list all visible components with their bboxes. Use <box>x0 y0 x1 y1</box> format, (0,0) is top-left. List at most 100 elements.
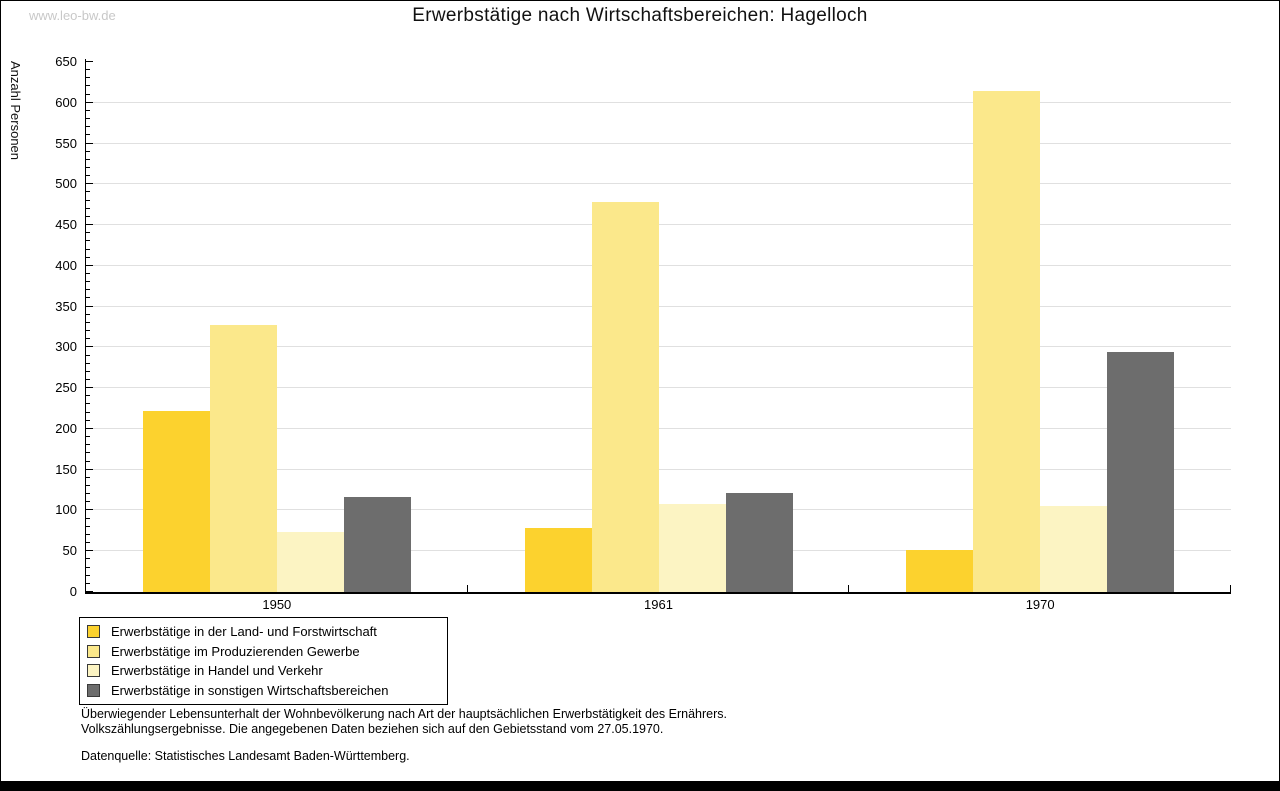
y-minor-tick-490 <box>86 191 90 193</box>
legend-swatch-3 <box>87 664 100 678</box>
y-minor-tick-390 <box>86 273 90 274</box>
y-minor-tick-640 <box>86 69 90 71</box>
bar-1961-series-4 <box>726 493 793 592</box>
legend-item-4: Erwerbstätige in sonstigen Wirtschaftsbe… <box>87 681 439 701</box>
y-minor-tick-180 <box>86 444 90 446</box>
legend-label-4: Erwerbstätige in sonstigen Wirtschaftsbe… <box>111 682 389 698</box>
y-minor-tick-470 <box>86 207 90 209</box>
y-major-tick-0 <box>86 591 93 592</box>
y-major-tick-50 <box>86 550 93 552</box>
chart-title: Erwerbstätige nach Wirtschaftsbereichen:… <box>412 5 868 26</box>
y-tick-label-300: 300 <box>55 339 77 355</box>
x-category-label-1961: 1961 <box>644 597 673 612</box>
y-minor-tick-230 <box>86 403 90 405</box>
y-minor-tick-460 <box>86 215 90 217</box>
footnote-line-2: Volkszählungsergebnisse. Die angegebenen… <box>81 721 664 736</box>
legend-item-3: Erwerbstätige in Handel und Verkehr <box>87 661 439 681</box>
legend-swatch-1 <box>87 625 100 639</box>
y-major-tick-150 <box>86 468 93 470</box>
watermark-leo-bw: www.leo-bw.de <box>29 8 116 23</box>
y-major-tick-250 <box>86 387 93 389</box>
bottom-border-bar <box>1 781 1279 790</box>
legend-label-3: Erwerbstätige in Handel und Verkehr <box>111 663 323 679</box>
y-tick-label-500: 500 <box>55 176 77 192</box>
gridline-600 <box>86 101 1231 103</box>
y-major-tick-350 <box>86 305 93 307</box>
y-minor-tick-330 <box>86 321 90 323</box>
y-minor-tick-380 <box>86 281 90 283</box>
y-minor-tick-580 <box>86 118 90 120</box>
legend: Erwerbstätige in der Land- und Forstwirt… <box>79 617 448 705</box>
legend-label-1: Erwerbstätige in der Land- und Forstwirt… <box>111 624 377 640</box>
y-minor-tick-170 <box>86 452 90 454</box>
bar-1950-series-2 <box>210 325 277 592</box>
y-minor-tick-90 <box>86 517 90 519</box>
y-minor-tick-360 <box>86 297 90 299</box>
y-minor-tick-340 <box>86 313 90 315</box>
y-minor-tick-260 <box>86 379 90 380</box>
y-minor-tick-10 <box>86 582 90 584</box>
bar-1961-series-1 <box>525 528 592 592</box>
y-tick-label-100: 100 <box>55 502 77 518</box>
legend-item-2: Erwerbstätige im Produzierenden Gewerbe <box>87 642 439 662</box>
y-minor-tick-160 <box>86 460 90 462</box>
bar-1950-series-1 <box>143 411 210 592</box>
x-category-label-1950: 1950 <box>262 597 292 612</box>
legend-swatch-4 <box>87 683 100 697</box>
y-tick-label-50: 50 <box>62 543 77 559</box>
y-minor-tick-220 <box>86 411 90 413</box>
y-minor-tick-280 <box>86 362 90 364</box>
bar-1970-series-3 <box>1040 506 1107 592</box>
footnote-line-1: Überwiegender Lebensunterhalt der Wohnbe… <box>81 707 727 721</box>
y-minor-tick-80 <box>86 525 90 527</box>
x-boundary-tick-2 <box>848 585 850 592</box>
y-minor-tick-320 <box>86 330 90 332</box>
y-minor-tick-110 <box>86 501 90 503</box>
y-tick-label-0: 0 <box>69 584 77 599</box>
y-minor-tick-310 <box>86 338 90 340</box>
y-minor-tick-370 <box>86 289 90 291</box>
y-major-tick-200 <box>86 427 93 429</box>
plot-area: 0 50 100 150 200 250 300 350 400 450 500 550 600 650 1… <box>55 55 1231 612</box>
y-major-tick-600 <box>86 101 93 103</box>
y-minor-tick-140 <box>86 476 90 478</box>
y-minor-tick-620 <box>86 85 90 87</box>
x-boundary-tick-3 <box>1230 585 1231 592</box>
y-minor-tick-120 <box>86 493 90 495</box>
legend-item-1: Erwerbstätige in der Land- und Forstwirt… <box>87 622 439 642</box>
y-minor-tick-290 <box>86 354 90 356</box>
y-minor-tick-540 <box>86 150 90 152</box>
x-boundary-tick-1 <box>466 585 468 592</box>
y-axis-title: Anzahl Personen <box>8 61 23 161</box>
y-minor-tick-190 <box>86 436 90 438</box>
gridline-500 <box>86 183 1231 185</box>
y-tick-label-400: 400 <box>55 257 77 273</box>
y-minor-tick-610 <box>86 93 90 95</box>
y-tick-label-350: 350 <box>55 298 77 314</box>
y-minor-tick-510 <box>86 175 90 177</box>
y-minor-tick-40 <box>86 558 90 560</box>
y-tick-label-150: 150 <box>55 461 77 477</box>
bar-1970-series-4 <box>1107 352 1174 592</box>
y-major-tick-300 <box>86 346 93 348</box>
y-major-tick-500 <box>86 183 93 185</box>
y-major-tick-100 <box>86 509 93 511</box>
data-source-text: Datenquelle: Statistisches Landesamt Bad… <box>81 749 410 763</box>
y-minor-tick-530 <box>86 158 90 160</box>
y-tick-label-200: 200 <box>55 420 77 436</box>
y-major-tick-450 <box>86 224 93 226</box>
y-major-tick-550 <box>86 142 93 144</box>
y-minor-tick-630 <box>86 77 90 79</box>
legend-swatch-2 <box>87 644 100 658</box>
y-axis-line <box>85 59 86 592</box>
bar-1950-series-4 <box>344 497 411 592</box>
y-minor-tick-240 <box>86 395 90 397</box>
y-minor-tick-70 <box>86 533 90 535</box>
bar-1970-series-2 <box>973 91 1040 592</box>
y-major-tick-650 <box>86 61 93 62</box>
y-minor-tick-440 <box>86 232 90 234</box>
x-axis-line <box>85 592 1231 594</box>
y-minor-tick-520 <box>86 167 90 168</box>
legend-label-2: Erwerbstätige im Produzierenden Gewerbe <box>111 643 360 659</box>
y-minor-tick-590 <box>86 109 90 111</box>
